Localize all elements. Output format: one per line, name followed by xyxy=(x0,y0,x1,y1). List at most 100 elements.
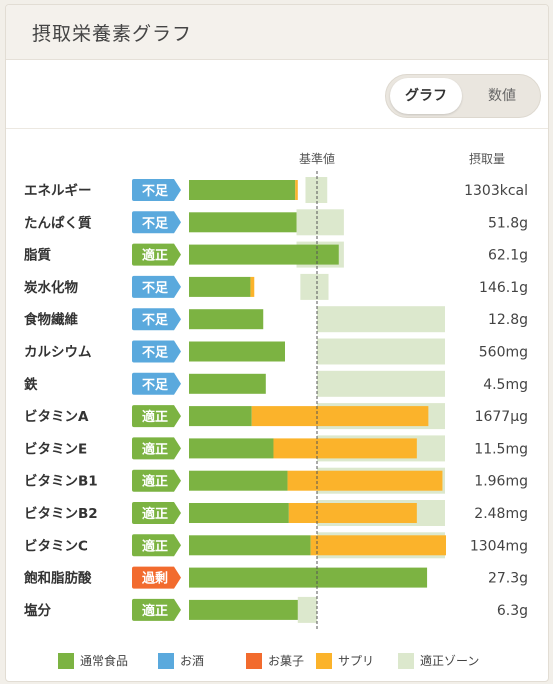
nutrient-name-10: ビタミンB2 xyxy=(24,506,98,522)
status-text-12: 過剰 xyxy=(141,571,168,587)
legend-label-2: お菓子 xyxy=(268,654,305,668)
status-text-0: 不足 xyxy=(142,184,169,199)
status-badge-5 xyxy=(132,340,181,363)
status-badge-0 xyxy=(132,179,181,201)
supplement-bar-10 xyxy=(288,503,417,523)
page-title: 摂取栄養素グラフ xyxy=(32,23,193,45)
regular-food-bar-13 xyxy=(189,599,298,620)
status-badge-3 xyxy=(132,275,181,298)
nutrient-name-7: ビタミンA xyxy=(24,409,89,425)
intake-header: 摂取量 xyxy=(469,151,505,166)
intake-value-11: 1304mg xyxy=(470,538,528,554)
appropriate-zone-3 xyxy=(300,273,329,300)
card-header: 摂取栄養素グラフ xyxy=(6,5,548,60)
regular-food-bar-11 xyxy=(189,535,311,556)
view-toggle: グラフ 数値 xyxy=(385,74,541,118)
status-badge-1 xyxy=(132,211,181,234)
status-badge-6 xyxy=(132,372,181,395)
legend-label-0: 通常食品 xyxy=(80,654,129,668)
status-text-9: 適正 xyxy=(142,474,168,490)
nutrient-name-6: 鉄 xyxy=(24,376,38,393)
nutrient-name-3: 炭水化物 xyxy=(24,279,78,296)
nutrient-graph-card: 摂取栄養素グラフ グラフ 数値 基準値 摂取量 エネルギー 不足 1303kcal たんぱ… xyxy=(5,4,549,682)
intake-value-7: 1677μg xyxy=(475,409,528,425)
regular-food-bar-0 xyxy=(189,180,296,200)
status-badge-10 xyxy=(132,502,181,524)
regular-food-bar-6 xyxy=(189,373,266,394)
nutrient-name-12: 飽和脂肪酸 xyxy=(23,570,92,587)
nutrient-name-5: カルシウム xyxy=(24,345,92,361)
legend-swatch-0 xyxy=(58,653,74,669)
status-text-13: 適正 xyxy=(142,603,168,619)
status-badge-9 xyxy=(132,469,181,492)
regular-food-bar-4 xyxy=(189,309,264,330)
regular-food-bar-8 xyxy=(189,438,274,459)
supplement-bar-11 xyxy=(310,535,446,556)
reference-header: 基準値 xyxy=(299,151,335,166)
intake-value-0: 1303kcal xyxy=(464,183,528,199)
nutrient-name-9: ビタミンB1 xyxy=(24,474,98,490)
appropriate-zone-5 xyxy=(317,338,445,365)
intake-value-6: 4.5mg xyxy=(483,377,528,393)
nutrient-name-4: 食物繊維 xyxy=(24,311,78,328)
regular-food-bar-12 xyxy=(189,567,428,588)
regular-food-bar-1 xyxy=(189,212,297,233)
regular-food-bar-7 xyxy=(189,406,252,427)
appropriate-zone-0 xyxy=(305,177,328,203)
status-text-3: 不足 xyxy=(142,281,169,296)
status-text-10: 適正 xyxy=(142,506,168,522)
intake-value-5: 560mg xyxy=(479,345,528,361)
status-text-11: 適正 xyxy=(142,538,168,554)
legend-label-4: 適正ゾーン xyxy=(420,654,480,668)
status-badge-11 xyxy=(132,534,181,557)
regular-food-bar-10 xyxy=(189,503,289,523)
supplement-bar-3 xyxy=(250,276,255,297)
status-text-8: 適正 xyxy=(142,441,168,457)
status-text-7: 適正 xyxy=(142,409,168,425)
intake-value-10: 2.48mg xyxy=(474,506,528,522)
status-badge-13 xyxy=(132,598,181,621)
status-badge-2 xyxy=(132,243,181,266)
chart-legend: 通常食品 お酒 お菓子 サプリ 適正ゾーン xyxy=(6,649,548,673)
divider xyxy=(6,128,548,129)
legend-label-1: お酒 xyxy=(180,654,205,668)
legend-swatch-3 xyxy=(316,653,332,669)
appropriate-zone-1 xyxy=(296,209,344,236)
intake-value-13: 6.3g xyxy=(497,603,528,619)
status-text-4: 不足 xyxy=(142,313,169,328)
regular-food-bar-2 xyxy=(189,244,339,265)
appropriate-zone-6 xyxy=(317,370,445,397)
value-view-button[interactable]: 数値 xyxy=(488,88,516,104)
nutrient-name-2: 脂質 xyxy=(23,247,51,264)
intake-value-1: 51.8g xyxy=(488,215,528,231)
nutrient-name-11: ビタミンC xyxy=(24,538,88,554)
nutrient-name-1: たんぱく質 xyxy=(24,214,92,231)
graph-view-button[interactable]: グラフ xyxy=(390,78,462,114)
nutrient-name-13: 塩分 xyxy=(24,602,51,619)
status-text-1: 不足 xyxy=(142,216,169,231)
intake-value-8: 11.5mg xyxy=(474,441,528,457)
legend-swatch-4 xyxy=(398,653,414,669)
appropriate-zone-13 xyxy=(297,596,317,623)
regular-food-bar-5 xyxy=(189,341,285,362)
nutrient-name-0: エネルギー xyxy=(24,183,92,199)
status-text-5: 不足 xyxy=(142,346,169,361)
status-text-6: 不足 xyxy=(142,378,169,393)
supplement-bar-9 xyxy=(287,470,443,491)
legend-swatch-1 xyxy=(158,653,174,669)
nutrient-name-8: ビタミンE xyxy=(24,441,87,457)
legend-swatch-2 xyxy=(246,653,262,669)
status-text-2: 適正 xyxy=(142,248,168,264)
supplement-bar-0 xyxy=(295,180,298,200)
regular-food-bar-3 xyxy=(189,276,251,297)
intake-value-3: 146.1g xyxy=(479,280,528,296)
supplement-bar-8 xyxy=(273,438,417,459)
status-badge-4 xyxy=(132,308,181,331)
intake-value-9: 1.96mg xyxy=(474,474,528,490)
status-badge-8 xyxy=(132,437,181,460)
status-badge-12 xyxy=(132,566,181,589)
legend-label-3: サプリ xyxy=(338,654,375,668)
intake-value-2: 62.1g xyxy=(488,248,528,264)
intake-value-12: 27.3g xyxy=(488,571,528,587)
